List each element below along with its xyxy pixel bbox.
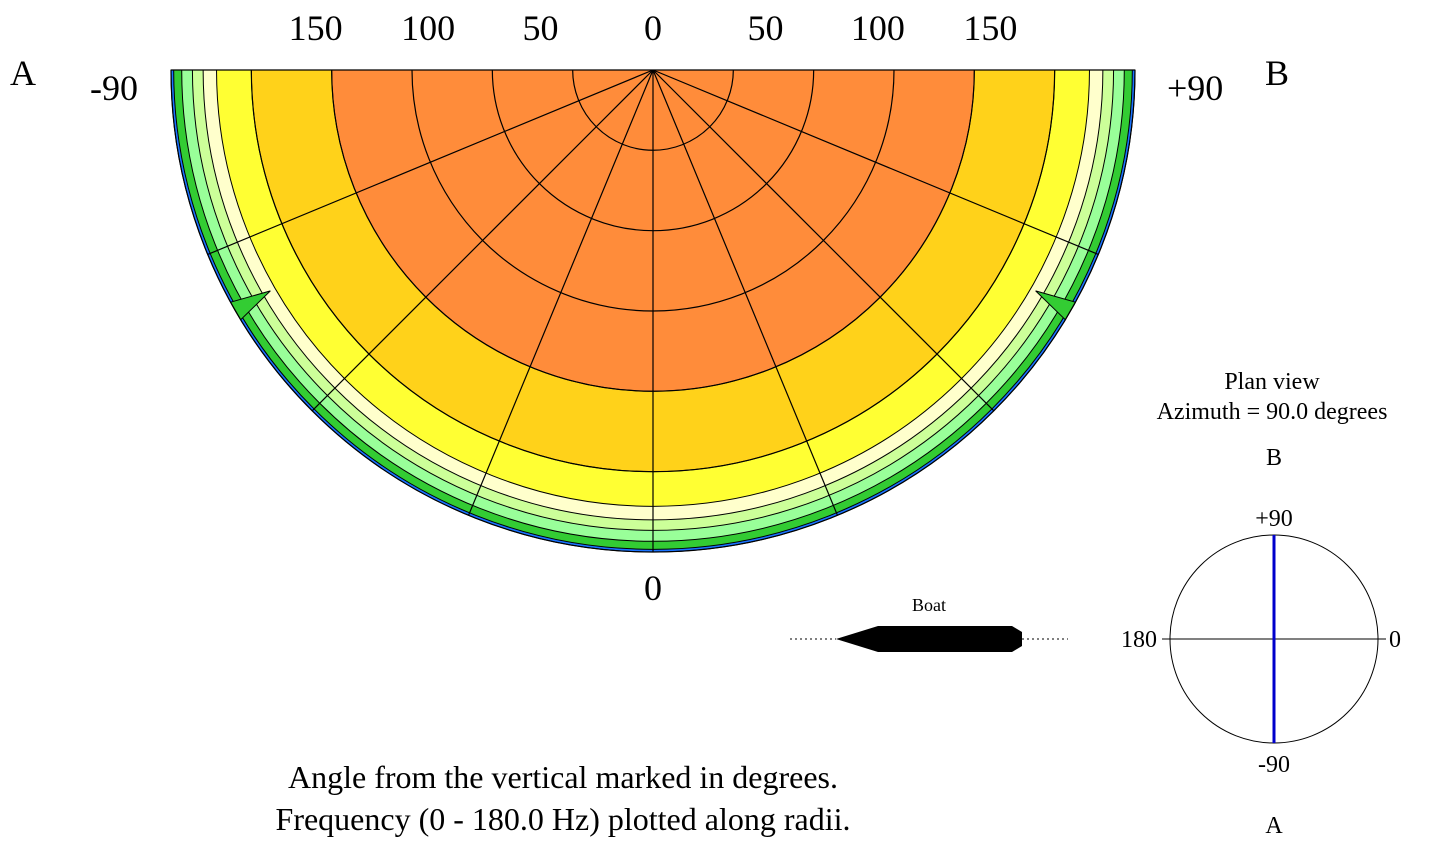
boat-diagram: Boat — [790, 595, 1068, 652]
plan-view-azimuth: Azimuth = 90.0 degrees — [1157, 399, 1388, 425]
theta-tick-label: 100 — [401, 8, 455, 48]
plan-view-bottom-letter: A — [1265, 813, 1283, 839]
caption-line-1: Angle from the vertical marked in degree… — [288, 759, 838, 795]
plan-view-right-label: 0 — [1389, 627, 1401, 653]
boat-hull-shape — [836, 626, 1022, 652]
side-letter-a: A — [10, 53, 36, 93]
caption-line-2: Frequency (0 - 180.0 Hz) plotted along r… — [276, 801, 851, 837]
polar-contour-plot — [171, 70, 1135, 552]
side-angle-left: -90 — [90, 68, 138, 108]
boat-label: Boat — [912, 595, 946, 615]
theta-tick-label: 50 — [748, 8, 784, 48]
theta-tick-label: 0 — [644, 8, 662, 48]
plan-view-bottom-label: -90 — [1258, 752, 1290, 778]
theta-tick-label: 100 — [851, 8, 905, 48]
theta-tick-labels: 150 100 50 0 50 100 150 — [289, 8, 1018, 48]
plan-view: Plan view Azimuth = 90.0 degrees B +90 1… — [1121, 369, 1401, 839]
theta-tick-label: 150 — [289, 8, 343, 48]
side-angle-right: +90 — [1167, 68, 1223, 108]
plan-view-title: Plan view — [1224, 369, 1320, 395]
theta-tick-label: 50 — [523, 8, 559, 48]
plan-view-top-label: +90 — [1255, 506, 1293, 532]
bottom-angle-label: 0 — [644, 568, 662, 608]
side-letter-b: B — [1265, 53, 1289, 93]
plan-view-top-letter: B — [1266, 445, 1282, 471]
plan-view-left-label: 180 — [1121, 627, 1157, 653]
theta-tick-label: 150 — [963, 8, 1017, 48]
